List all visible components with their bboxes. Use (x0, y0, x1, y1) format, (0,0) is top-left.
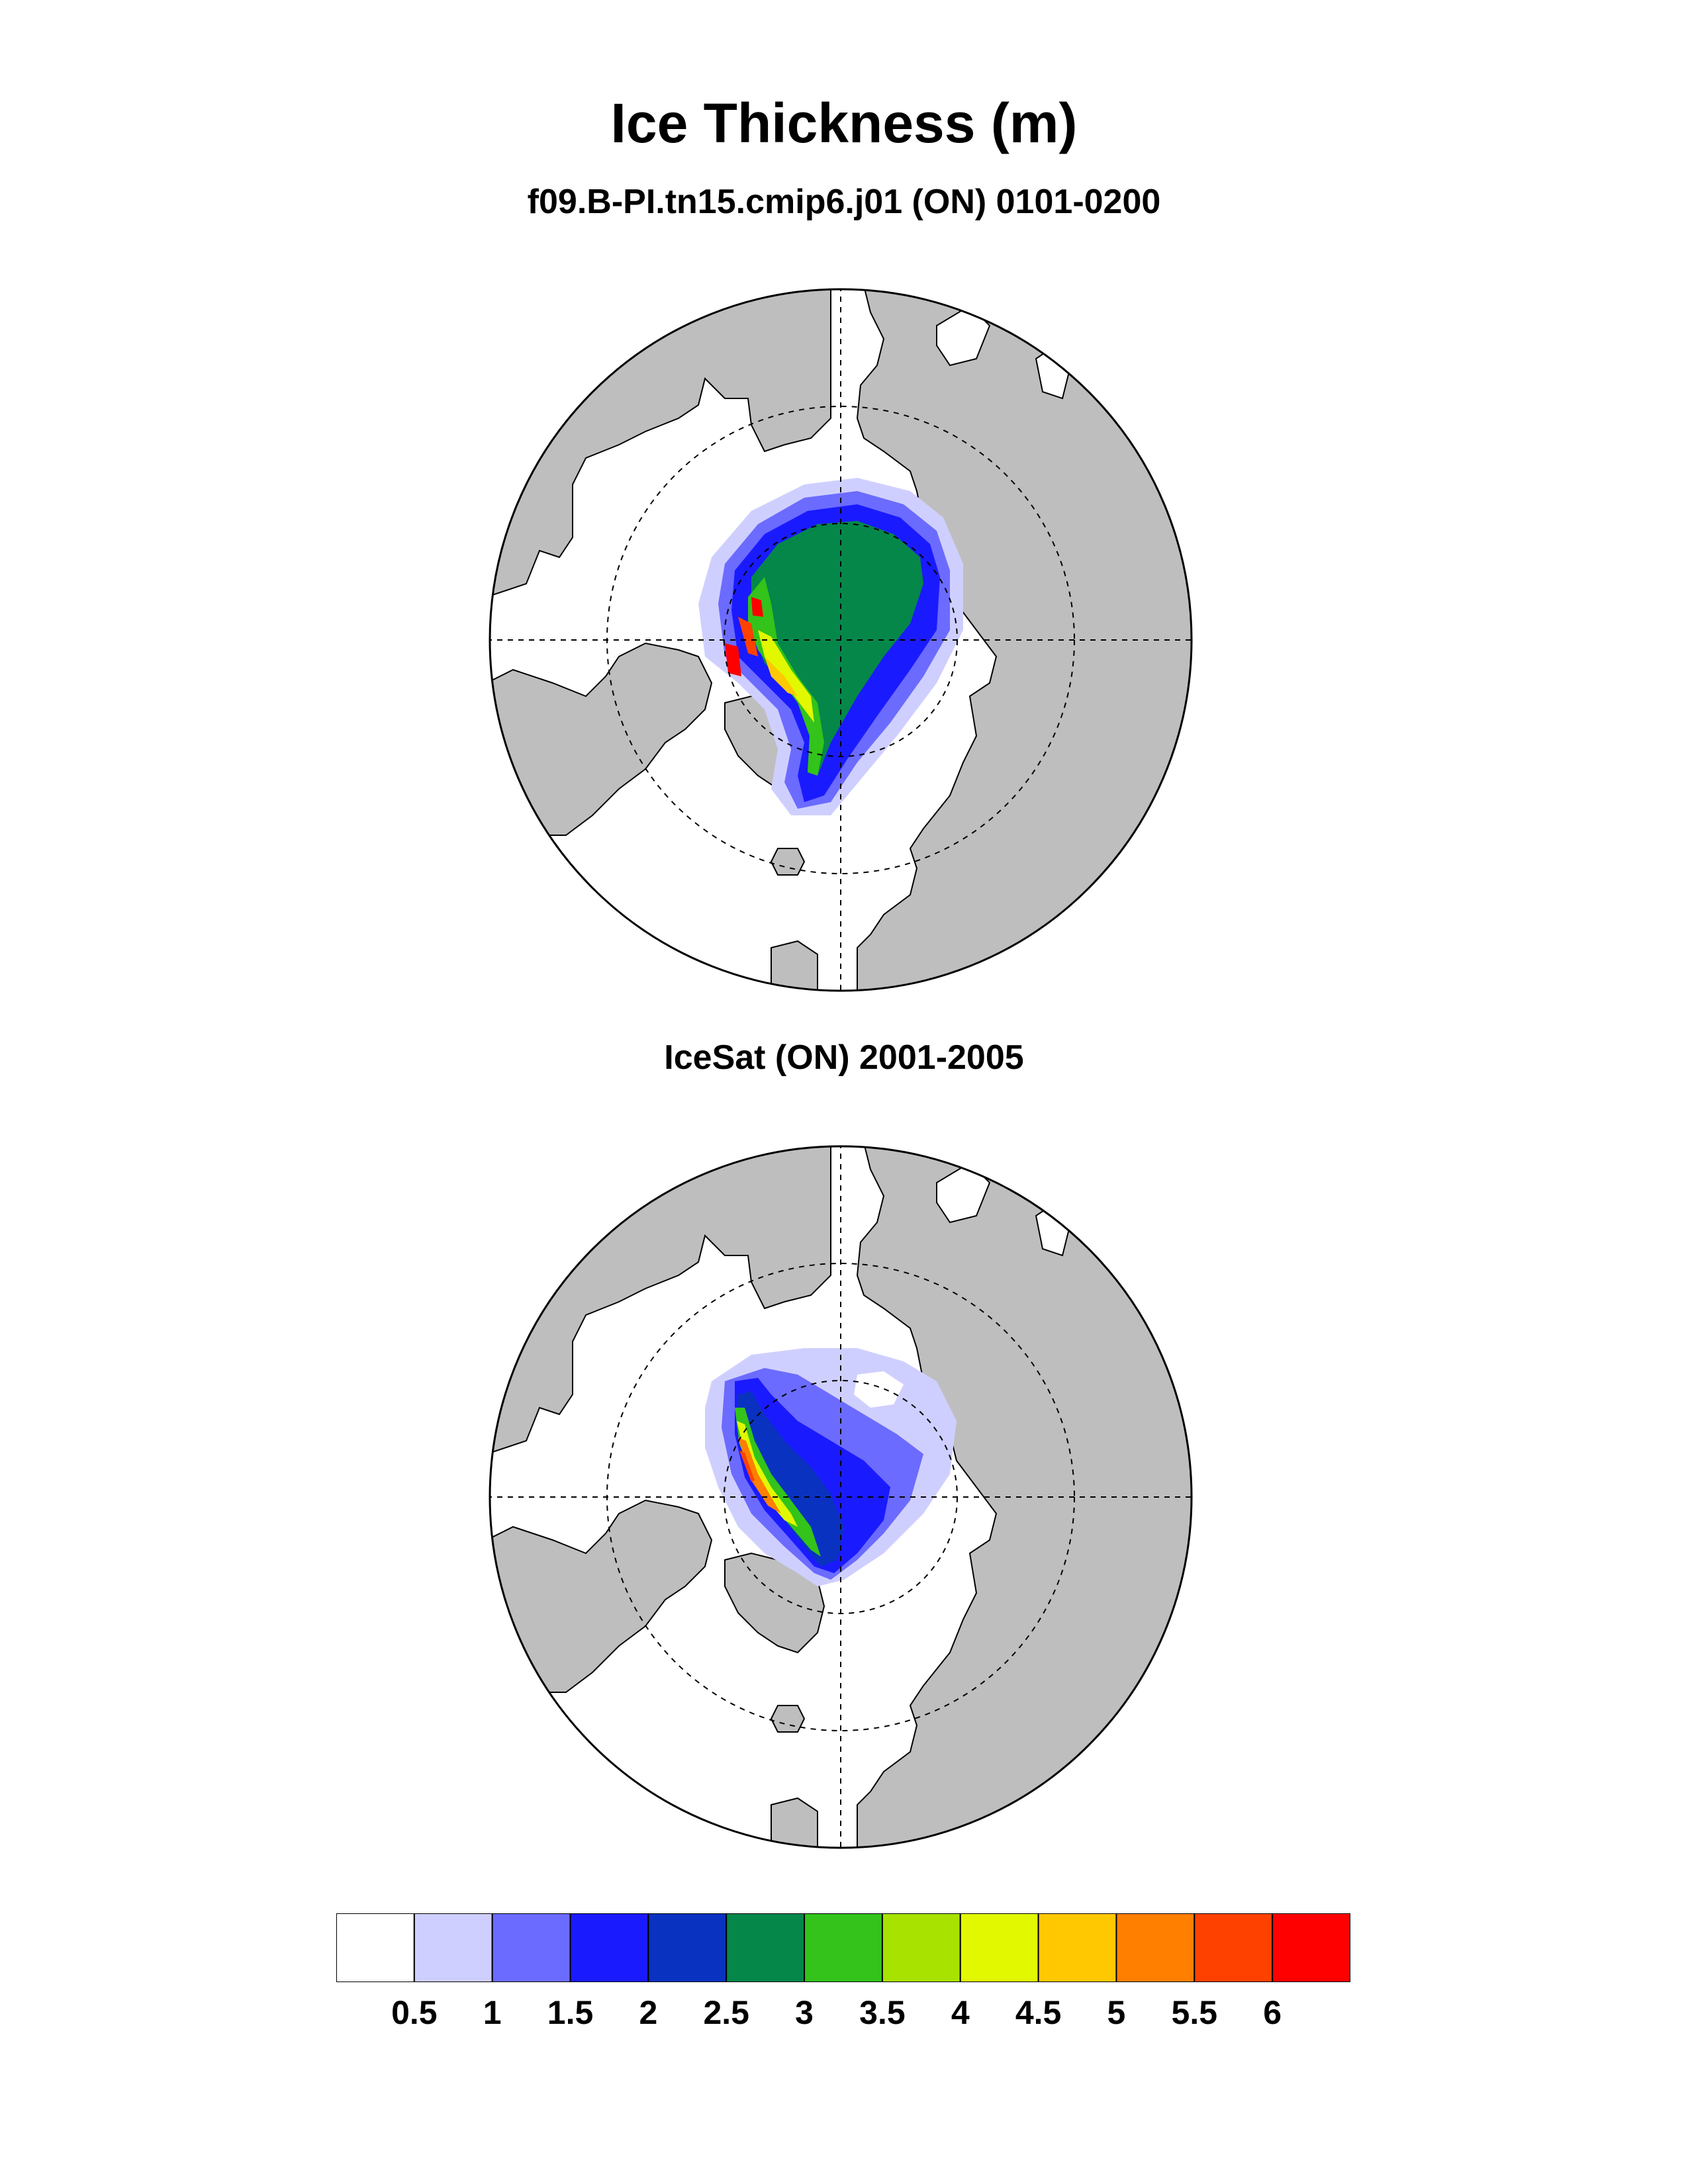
colorbar-box (491, 1913, 571, 1982)
ice-thickness-field (698, 478, 963, 815)
colorbar-box (1272, 1913, 1350, 1982)
ice-thickness-field (705, 1348, 957, 1586)
colorbar-box (413, 1913, 493, 1982)
colorbar-box (1115, 1913, 1196, 1982)
colorbar-tick-label: 2.5 (703, 1994, 749, 2031)
colorbar-box (647, 1913, 727, 1982)
colorbar-tick-label: 2 (639, 1994, 658, 2031)
map-border (489, 1145, 1193, 1849)
colorbar-box (1194, 1913, 1274, 1982)
colorbar-box (959, 1913, 1039, 1982)
colorbar (336, 1913, 1350, 1982)
colorbar-box (336, 1913, 415, 1982)
colorbar-box (1037, 1913, 1117, 1982)
panel-1-subtitle: f09.B-PI.tn15.cmip6.j01 (ON) 0101-0200 (527, 183, 1161, 221)
colorbar-tick-label: 5 (1107, 1994, 1126, 2031)
icesat-polar-map (489, 1145, 1193, 1849)
map-border (489, 288, 1193, 992)
colorbar-tick-label: 5.5 (1171, 1994, 1218, 2031)
model-polar-map (489, 288, 1193, 992)
colorbar-tick-label: 0.5 (391, 1994, 438, 2031)
main-title: Ice Thickness (m) (610, 92, 1078, 154)
colorbar-tick-label: 1.5 (547, 1994, 594, 2031)
land-masses (490, 1146, 1192, 1848)
graticule (490, 289, 1192, 991)
colorbar-tick-label: 6 (1263, 1994, 1282, 2031)
colorbar-tick-label: 1 (483, 1994, 502, 2031)
colorbar-box (804, 1913, 883, 1982)
colorbar-tick-label: 4 (951, 1994, 970, 2031)
graticule (490, 1146, 1192, 1848)
colorbar-tick-label: 4.5 (1015, 1994, 1062, 2031)
colorbar-box (881, 1913, 961, 1982)
colorbar-tick-label: 3.5 (859, 1994, 906, 2031)
colorbar-tick-label: 3 (795, 1994, 814, 2031)
colorbar-box (569, 1913, 649, 1982)
colorbar-box (726, 1913, 806, 1982)
panel-2-subtitle: IceSat (ON) 2001-2005 (664, 1038, 1024, 1077)
